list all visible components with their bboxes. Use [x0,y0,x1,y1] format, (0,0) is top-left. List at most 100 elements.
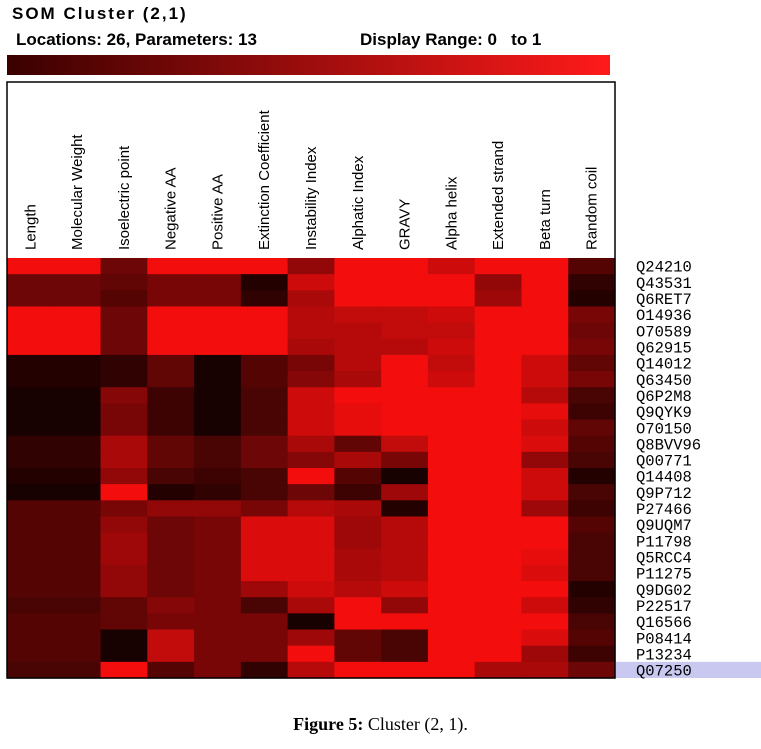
heatmap-cell [7,403,55,421]
heatmap-cell [287,387,335,404]
heatmap-cell [287,548,335,566]
heatmap-cell [334,581,382,598]
heatmap-cell [194,500,242,518]
heatmap-cell [100,354,148,372]
heatmap-cell [53,274,102,291]
heatmap-cell [334,403,382,421]
row-label: O70589 [636,323,692,341]
heatmap-cell [194,661,242,679]
heatmap-cell [568,661,616,679]
heatmap-cell [7,500,55,518]
heatmap-cell [100,371,148,388]
heatmap-cell [334,484,382,501]
figure-caption-text: Cluster (2, 1). [363,714,468,734]
heatmap-cell [147,532,195,550]
column-label: Negative AA [163,167,180,250]
heatmap-cell [287,597,335,614]
heatmap-cell [334,564,382,582]
column-label: Extinction Coefficient [256,109,273,250]
heatmap-cell [521,371,569,388]
heatmap-cell [147,338,195,356]
heatmap-cell [287,564,335,582]
heatmap-cell [474,274,523,291]
heatmap-cell [194,371,242,388]
heatmap-cell [521,322,569,340]
heatmap-cell [381,581,429,598]
heatmap-cell [427,645,476,663]
heatmap-cell [147,548,195,566]
heatmap-cell [381,387,429,404]
heatmap-cell [147,629,195,647]
heatmap-cell [568,290,616,308]
heatmap-cell [381,338,429,356]
heatmap-cell [568,597,616,614]
heatmap-cell [427,516,476,534]
heatmap-cell [521,306,569,324]
heatmap-cell [287,371,335,388]
heatmap-cell [194,387,242,404]
row-label: Q14012 [636,356,692,374]
heatmap-cell [334,290,382,308]
heatmap-cell [427,371,476,388]
heatmap-cell [521,548,569,566]
heatmap-cell [7,290,55,308]
heatmap-cell [287,532,335,550]
heatmap-cell [381,322,429,340]
heatmap-cell [334,338,382,356]
heatmap-cell [147,468,195,485]
heatmap-cell [474,516,523,534]
heatmap-cell [381,597,429,614]
heatmap-cell [194,484,242,501]
heatmap-cell [427,468,476,485]
heatmap-cell [381,274,429,291]
heatmap-cell [474,613,523,631]
heatmap-cell [7,613,55,631]
heatmap-cell [334,322,382,340]
heatmap-cell [474,597,523,614]
heatmap-cell [7,581,55,598]
heatmap-cell [100,290,148,308]
row-label: Q63450 [636,372,692,390]
column-label: Alpha helix [443,176,460,250]
heatmap-cell [194,322,242,340]
heatmap-cell [427,419,476,437]
heatmap-cell [568,435,616,453]
heatmap-cell [521,564,569,582]
heatmap-cell [381,645,429,663]
heatmap-cell [568,451,616,469]
row-label: Q9UQM7 [636,517,692,535]
heatmap-cell [568,613,616,631]
heatmap-cell [147,403,195,421]
color-scale-bar [7,55,610,75]
heatmap-cell [100,258,148,275]
heatmap-cell [7,451,55,469]
heatmap-cell [53,500,102,518]
heatmap-cell [240,435,289,453]
heatmap-cell [240,597,289,614]
heatmap-cell [334,645,382,663]
heatmap-cell [194,338,242,356]
heatmap-cell [240,468,289,485]
heatmap-cell [287,435,335,453]
heatmap-cell [240,403,289,421]
row-label: O14936 [636,307,692,325]
heatmap-cell [100,645,148,663]
heatmap-cell [53,484,102,501]
heatmap-cell [147,500,195,518]
heatmap-cell [568,468,616,485]
heatmap-cell [287,290,335,308]
heatmap-cell [53,371,102,388]
row-label: Q16566 [636,614,692,632]
heatmap-cell [474,338,523,356]
heatmap-cell [427,484,476,501]
heatmap-cell [427,564,476,582]
heatmap-cell [7,468,55,485]
heatmap-cell [474,484,523,501]
heatmap-cell [240,484,289,501]
heatmap-cell [334,306,382,324]
heatmap-cell [568,500,616,518]
heatmap-cell [7,645,55,663]
heatmap-cell [568,629,616,647]
heatmap-cell [100,387,148,404]
heatmap-cell [427,532,476,550]
